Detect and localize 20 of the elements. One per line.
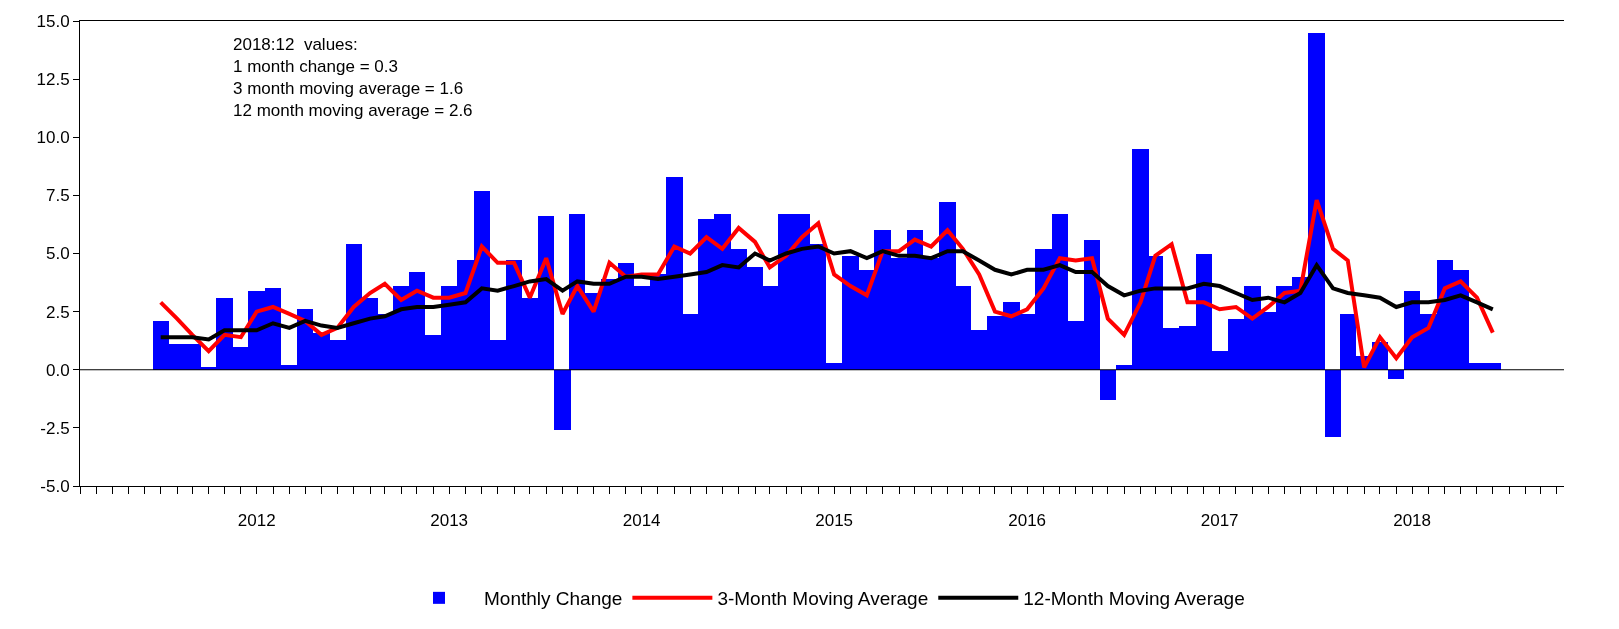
x-tick-label: 2018 [1393,511,1432,530]
y-tick-label: 15.0 [36,11,70,31]
annotation: 2018:12 values: 1 month change = 0.3 3 month moving average = 1.6 12 month moving average = 2.6 [233,35,473,121]
y-tick-label: 7.5 [45,186,70,206]
y-tick-label: -2.5 [40,418,70,438]
y-tick-label: 2.5 [45,302,70,322]
legend-label: Monthly Change [484,588,623,610]
y-tick-label: 10.0 [36,128,70,148]
y-tick-label: -5.0 [40,476,70,496]
y-tick-label: 12.5 [36,70,70,90]
x-tick-label: 2012 [237,511,276,530]
x-tick-label: 2014 [622,511,661,530]
x-tick-label: 2013 [430,511,469,530]
legend-label: 3-Month Moving Average [717,588,929,610]
y-tick-label: 5.0 [45,244,70,264]
x-tick-label: 2016 [1008,511,1047,530]
legend-label: 12-Month Moving Average [1023,588,1245,610]
x-tick-label: 2015 [815,511,854,530]
y-tick-label: 0.0 [45,360,70,380]
x-tick-label: 2017 [1200,511,1239,530]
